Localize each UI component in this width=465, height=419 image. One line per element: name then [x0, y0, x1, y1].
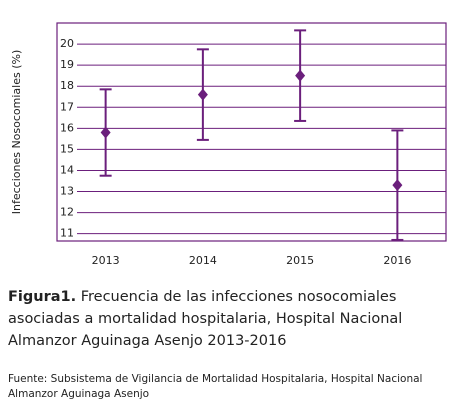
x-tick-label: 2014 — [189, 254, 217, 267]
y-tick-label: 11 — [60, 227, 74, 240]
y-tick-label: 15 — [60, 142, 74, 155]
x-tick-label: 2015 — [286, 254, 314, 267]
y-tick-label: 19 — [60, 58, 74, 71]
y-tick-label: 17 — [60, 100, 74, 113]
plot-frame — [56, 22, 447, 242]
point — [392, 179, 403, 192]
x-tick-label: 2016 — [383, 254, 411, 267]
point — [295, 69, 306, 82]
point — [197, 88, 208, 101]
y-tick-label: 16 — [60, 121, 74, 134]
y-axis-label: Infecciones Nosocomiales (%) — [10, 50, 23, 215]
chart: Infecciones Nosocomiales (%) 11 12 13 14 15 1… — [10, 22, 447, 267]
x-tick-label: 2013 — [92, 254, 120, 267]
point — [100, 126, 111, 139]
y-tick-label: 12 — [60, 206, 74, 219]
y-tick-label: 13 — [60, 185, 74, 198]
caption-label: Figura1. — [8, 289, 77, 305]
y-tick-label: 20 — [60, 37, 74, 50]
source: Fuente: Subsistema de Vigilancia de Mort… — [8, 373, 423, 400]
caption: Figura1. Frecuencia de las infecciones n… — [8, 286, 458, 352]
caption-text: Frecuencia de las infecciones nosocomial… — [8, 289, 403, 349]
y-tick-label: 18 — [60, 79, 74, 92]
y-tick-label: 14 — [60, 163, 74, 176]
